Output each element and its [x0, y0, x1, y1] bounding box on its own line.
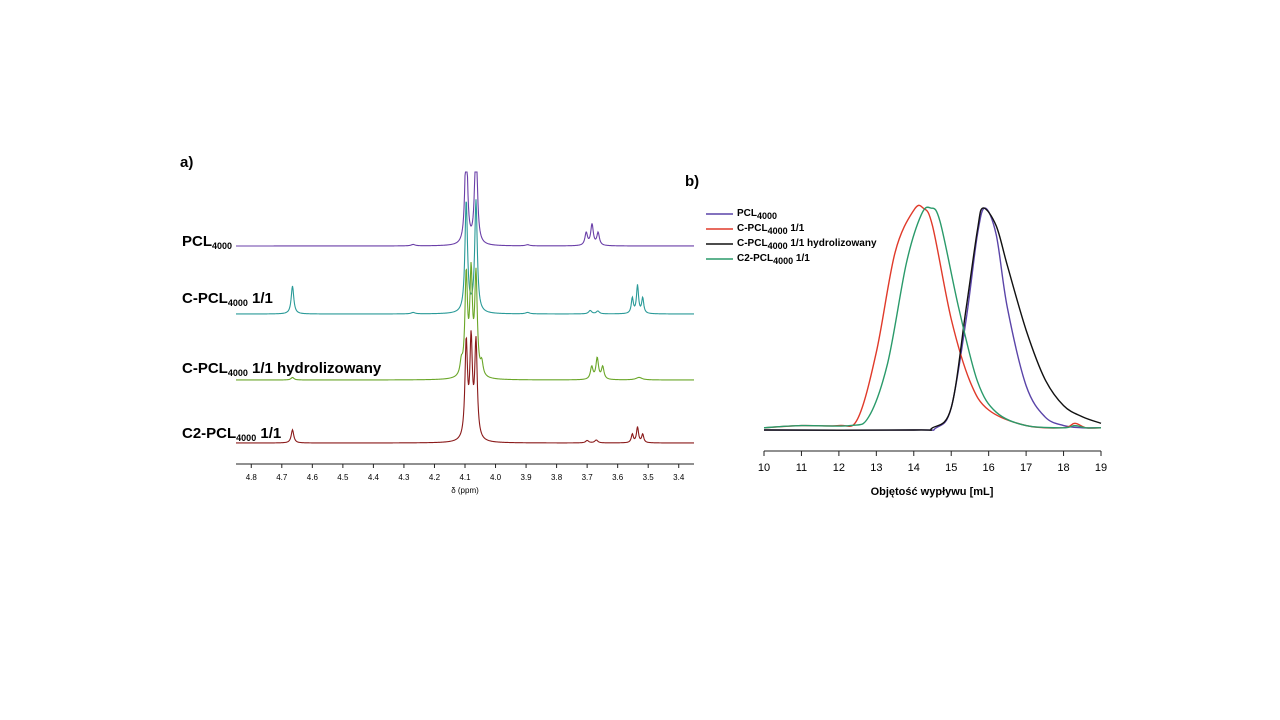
x-tick-label: 3.8	[551, 473, 563, 482]
x-tick-label: 10	[758, 462, 770, 474]
x-axis-title: Objętość wypływu [mL]	[871, 486, 994, 498]
x-axis-ticks: 10 11 12 13 14 15 16 17 18 19	[758, 451, 1107, 474]
x-tick-label: 4.4	[368, 473, 380, 482]
nmr-spectrum-line	[236, 171, 694, 247]
gpc-panel: b) 10 11 12 13 14 15 16 17 18 19 Objętość wypływu…	[685, 173, 1107, 498]
x-tick-label: 13	[870, 462, 882, 474]
nmr-series-label: PCL4000	[182, 233, 232, 251]
x-axis-title: δ (ppm)	[451, 486, 479, 495]
x-tick-label: 16	[983, 462, 995, 474]
series-suffix: 1/1	[256, 425, 281, 442]
x-tick-label: 4.0	[490, 473, 502, 482]
x-tick-label: 4.5	[337, 473, 349, 482]
x-tick-label: 3.6	[612, 473, 624, 482]
series-suffix: 1/1	[788, 223, 805, 234]
gpc-trace-line	[763, 207, 1102, 431]
series-name: C-PCL	[182, 290, 228, 307]
series-name: PCL	[737, 208, 757, 219]
x-tick-label: 17	[1020, 462, 1032, 474]
series-name: PCL	[182, 233, 212, 250]
series-subscript: 4000	[236, 433, 256, 443]
series-subscript: 4000	[773, 256, 793, 266]
nmr-series-label: C-PCL4000 1/1	[182, 290, 273, 308]
x-tick-label: 11	[796, 462, 807, 474]
series-suffix: 1/1 hydrolizowany	[788, 238, 877, 249]
x-tick-label: 19	[1095, 462, 1107, 474]
x-tick-label: 4.2	[429, 473, 441, 482]
nmr-spectra	[236, 171, 694, 444]
x-tick-label: 14	[908, 462, 920, 474]
series-name: C2-PCL	[182, 425, 236, 442]
x-tick-label: 4.3	[398, 473, 410, 482]
gpc-traces	[763, 204, 1102, 431]
series-suffix: 1/1	[248, 290, 273, 307]
legend-entry: C2-PCL4000 1/1	[737, 253, 810, 266]
legend-entry: C-PCL4000 1/1	[737, 223, 805, 236]
legend-entry: PCL4000	[737, 208, 777, 221]
x-tick-label: 15	[945, 462, 957, 474]
panel-b-letter: b)	[685, 173, 699, 190]
x-tick-label: 4.6	[307, 473, 319, 482]
nmr-series-label: C2-PCL4000 1/1	[182, 425, 281, 443]
nmr-series-label: C-PCL4000 1/1 hydrolizowany	[182, 360, 382, 378]
series-name: C-PCL	[182, 360, 228, 377]
series-name: C2-PCL	[737, 253, 773, 264]
x-tick-label: 3.7	[582, 473, 594, 482]
series-subscript: 4000	[757, 211, 777, 221]
series-suffix: 1/1 hydrolizowany	[248, 360, 382, 377]
series-suffix: 1/1	[793, 253, 810, 264]
series-subscript: 4000	[228, 298, 248, 308]
x-tick-label: 12	[833, 462, 845, 474]
series-subscript: 4000	[228, 368, 248, 378]
series-subscript: 4000	[212, 241, 232, 251]
series-name: C-PCL	[737, 223, 768, 234]
nmr-spectrum-line	[236, 199, 694, 315]
series-subscript: 4000	[768, 241, 788, 251]
x-tick-label: 18	[1057, 462, 1069, 474]
x-tick-label: 4.8	[246, 473, 258, 482]
series-name: C-PCL	[737, 238, 768, 249]
series-subscript: 4000	[768, 226, 788, 236]
x-tick-label: 3.9	[521, 473, 533, 482]
legend-entry: C-PCL4000 1/1 hydrolizowany	[737, 238, 877, 251]
x-axis-ticks: 4.8 4.7 4.6 4.5 4.4 4.3 4.2 4.1 4.0 3.9 3.8 3.7 3.6 3…	[246, 464, 685, 482]
x-tick-label: 4.7	[276, 473, 288, 482]
nmr-spectrum-line	[236, 330, 694, 444]
panel-a-letter: a)	[180, 154, 193, 171]
x-tick-label: 3.5	[643, 473, 655, 482]
x-tick-label: 3.4	[673, 473, 685, 482]
x-tick-label: 4.1	[459, 473, 471, 482]
nmr-spectrum-line	[236, 262, 694, 381]
gpc-trace-line	[763, 206, 1102, 429]
